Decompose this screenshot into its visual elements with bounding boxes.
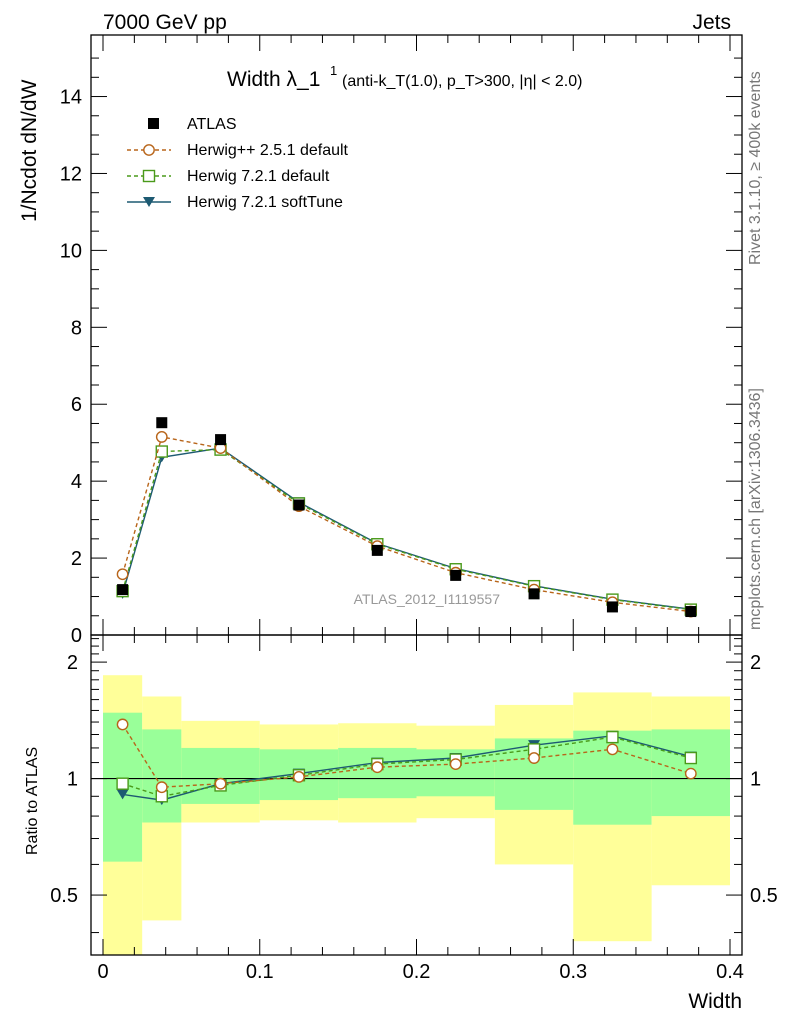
rivet-label: Rivet 3.1.10, ≥ 400k events [747,71,764,265]
main-point-atlas [606,601,618,613]
main-ytick-label: 8 [71,317,82,339]
main-line-softtune [121,447,691,610]
legend-marker-herwig721 [142,169,156,183]
analysis-label: ATLAS_2012_I1119557 [354,591,501,607]
ratio-band-inner [142,729,182,823]
legend-marker-softtune [143,197,155,207]
ratio-point-herwig721 [606,730,619,744]
ratio-point-herwig721 [684,751,698,765]
header-left: 7000 GeV pp [103,11,227,34]
ratio-xtick-label: 0.1 [246,961,274,983]
plot-title-sup: 1 [330,63,337,78]
plot-title-main: Width λ_1 [227,68,320,91]
ratio-ytick-label: 1 [67,769,78,791]
main-point-atlas [293,499,305,511]
main-ytick-label: 4 [71,471,82,493]
main-ytick-label: 10 [60,240,82,262]
ratio-point-herwigpp [214,777,227,790]
main-point-atlas [117,584,129,596]
main-ytick-label: 12 [60,163,82,185]
legend-label-softtune: Herwig 7.2.1 softTune [187,194,343,211]
ratio-panel: 0.5 0.5 1 1 2 2 0 0.1 0.2 0.3 0.4 [50,634,778,983]
source-label: mcplots.cern.ch [arXiv:1306.3436] [747,388,764,630]
ratio-xtick-label: 0.4 [716,961,744,983]
main-point-atlas [685,606,697,618]
main-ylabel: 1/Ncdot dN/dW [18,79,41,222]
ratio-point-herwigpp [449,758,462,770]
ratio-xtick-label: 0 [97,961,108,983]
main-panel: 0 2 4 6 8 10 12 14 [60,34,743,647]
main-point-herwigpp [155,431,168,443]
ratio-ytick-label: 2 [67,652,78,674]
main-point-atlas [215,434,227,446]
ratio-point-herwigpp [371,761,384,774]
main-line-herwigpp [121,436,691,613]
ratio-ytick-label: 0.5 [50,885,78,907]
ratio-point-herwigpp [528,752,540,764]
main-ytick-label: 2 [71,548,82,570]
main-point-atlas [528,588,540,600]
ratio-point-herwigpp [293,771,305,783]
main-point-atlas [450,569,462,581]
main-point-atlas [371,544,383,556]
ratio-point-herwig721 [116,777,129,790]
ratio-point-softtune [116,789,129,800]
legend-marker-atlas [148,118,159,129]
main-point-herwig721 [155,445,168,458]
main-point-atlas [156,417,168,429]
ratio-band-inner [181,747,260,804]
legend-marker-herwigpp [143,144,155,156]
ratio-point-herwigpp [116,718,129,731]
main-line-herwig721 [121,448,691,611]
plot-title-detail: (anti-k_T(1.0), p_T>300, |η| < 2.0) [342,73,582,90]
main-ytick-label: 14 [60,87,82,109]
main-point-herwigpp [116,568,129,581]
ratio-point-herwigpp [155,781,168,794]
legend: ATLAS Herwig++ 2.5.1 default Herwig 7.2.… [127,116,349,211]
ratio-point-herwigpp [684,767,697,780]
ratio-point-herwigpp [606,743,619,756]
ratio-ytick-label-right: 1 [750,769,761,791]
ratio-ytick-label-right: 0.5 [750,885,778,907]
main-ytick-label: 6 [71,394,82,416]
ratio-xtick-label: 0.3 [559,961,587,983]
legend-label-herwig721: Herwig 7.2.1 default [187,168,330,185]
main-ytick-label: 0 [71,625,82,647]
ratio-xlabel: Width [688,990,742,1013]
header-right: Jets [692,11,731,34]
ratio-ytick-label-right: 2 [750,652,761,674]
ratio-ylabel: Ratio to ATLAS [24,747,41,855]
ratio-xtick-label: 0.2 [403,961,431,983]
legend-label-atlas: ATLAS [187,116,237,133]
legend-label-herwigpp: Herwig++ 2.5.1 default [187,142,349,159]
